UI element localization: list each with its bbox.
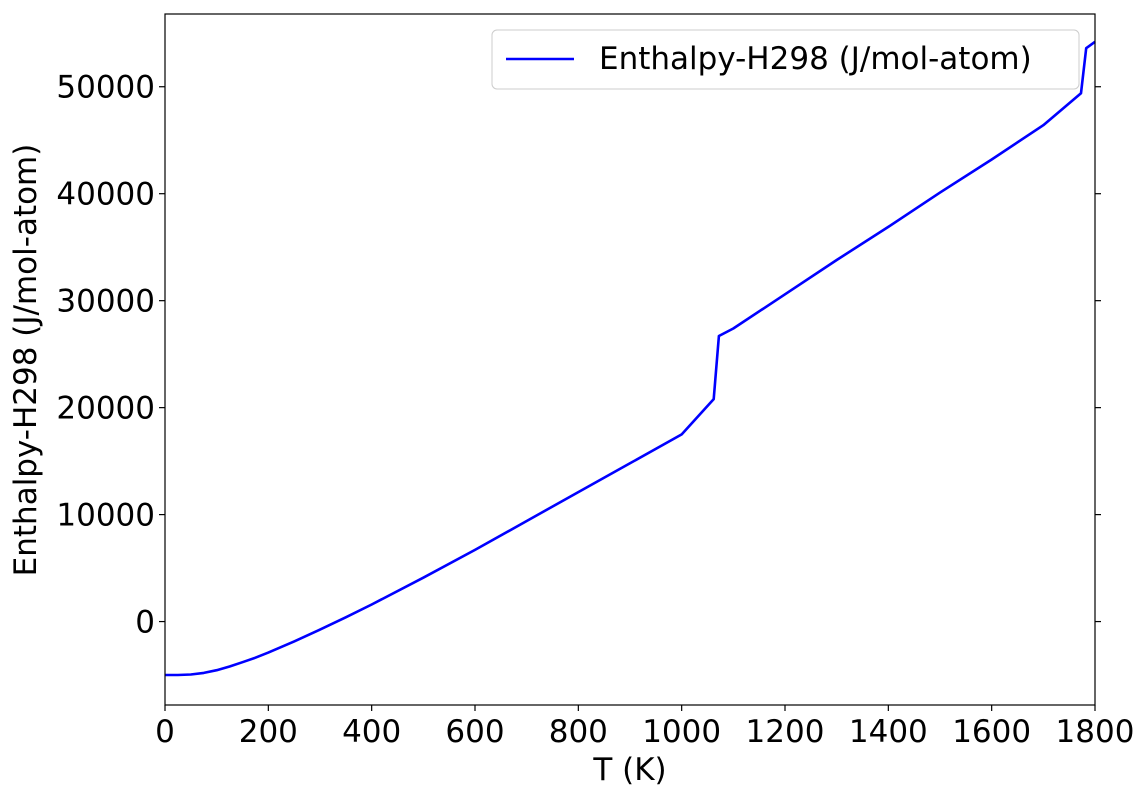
x-tick-label: 1400 — [849, 714, 928, 750]
y-tick-label: 0 — [135, 605, 155, 641]
x-tick-label: 0 — [155, 714, 175, 750]
legend: Enthalpy-H298 (J/mol-atom) — [491, 29, 1080, 90]
series-line — [165, 40, 1096, 677]
y-tick-label: 30000 — [56, 284, 155, 320]
x-tick-label: 400 — [342, 714, 401, 750]
series-layer — [165, 40, 1096, 677]
y-tick-label: 40000 — [56, 177, 155, 213]
plot-frame — [164, 13, 1096, 706]
y-tick-label: 20000 — [56, 391, 155, 427]
x-tick-label: 200 — [239, 714, 298, 750]
legend-box — [491, 29, 1080, 90]
x-tick-label: 1800 — [1056, 714, 1135, 750]
legend-label: Enthalpy-H298 (J/mol-atom) — [599, 41, 1032, 77]
x-tick-label: 1200 — [746, 714, 825, 750]
x-tick-label: 1000 — [642, 714, 721, 750]
y-axis-ticks: 0 10000 20000 30000 40000 50000 — [56, 70, 1101, 641]
x-tick-label: 1600 — [952, 714, 1031, 750]
x-axis-label: T (K) — [592, 752, 666, 788]
x-tick-label: 800 — [549, 714, 608, 750]
y-tick-label: 10000 — [56, 498, 155, 534]
y-tick-label: 50000 — [56, 70, 155, 106]
y-axis-label: Enthalpy-H298 (J/mol-atom) — [8, 144, 44, 577]
x-axis-ticks: 0 200 400 600 800 1000 1200 1400 1600 1800 — [155, 705, 1134, 750]
x-tick-label: 600 — [445, 714, 504, 750]
